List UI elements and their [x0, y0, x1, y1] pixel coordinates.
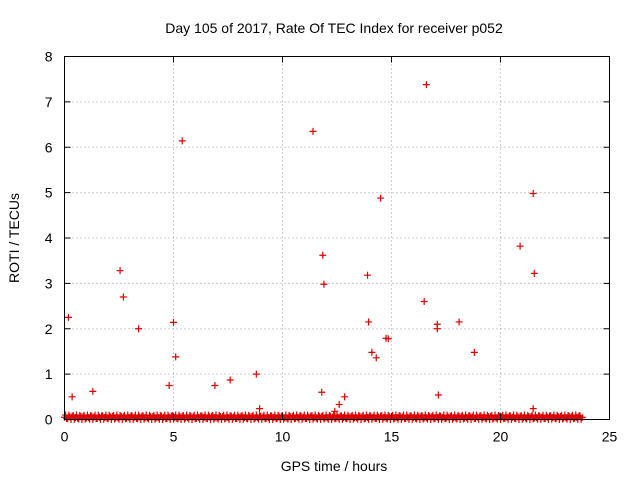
data-point [516, 242, 524, 250]
y-tick-label: 2 [45, 321, 53, 337]
y-tick-label: 0 [45, 412, 53, 428]
y-tick-label: 8 [45, 49, 53, 65]
data-point [529, 405, 537, 413]
y-tick-label: 5 [45, 185, 53, 201]
data-point [530, 269, 538, 277]
data-point [318, 388, 326, 396]
data-point [116, 267, 124, 275]
data-point [377, 194, 385, 202]
data-point [256, 405, 264, 413]
data-point [211, 381, 219, 389]
x-tick-label: 15 [384, 429, 400, 445]
data-point [170, 318, 177, 326]
data-point [368, 348, 376, 356]
data-point [341, 393, 349, 401]
chart-title: Day 105 of 2017, Rate Of TEC Index for r… [165, 20, 503, 36]
data-point [331, 407, 339, 415]
data-point [89, 387, 97, 395]
x-tick-label: 20 [493, 429, 509, 445]
data-point [319, 251, 327, 259]
data-point [226, 376, 234, 384]
data-point [68, 393, 76, 401]
y-tick-label: 1 [45, 366, 53, 382]
x-tick-label: 5 [170, 429, 178, 445]
x-tick-label: 10 [275, 429, 291, 445]
data-point [252, 370, 260, 378]
data-point [365, 318, 373, 326]
y-axis-label: ROTI / TECUs [6, 193, 22, 283]
data-point [64, 313, 72, 321]
data-point [372, 354, 380, 362]
data-point [455, 318, 463, 326]
data-point [529, 190, 537, 198]
data-point [433, 325, 441, 333]
data-point [165, 381, 173, 389]
data-point [470, 348, 478, 356]
y-tick-label: 7 [45, 94, 53, 110]
x-tick-label: 0 [61, 429, 69, 445]
data-point [422, 81, 430, 89]
data-point [135, 325, 143, 333]
x-tick-label: 25 [602, 429, 618, 445]
data-point [384, 335, 392, 343]
grid [64, 56, 610, 420]
data-point [320, 280, 328, 288]
axis-ticks: 0 5 10 15 20 25 0 1 2 3 4 5 6 7 8 [45, 49, 618, 445]
data-point [335, 401, 343, 409]
data-point [119, 293, 127, 301]
data-point [434, 391, 442, 399]
y-tick-label: 4 [45, 230, 53, 246]
data-points [64, 81, 538, 415]
data-point [364, 271, 372, 279]
x-axis-label: GPS time / hours [281, 458, 388, 474]
data-point [309, 127, 317, 135]
data-point [178, 137, 186, 145]
baseline-band [61, 411, 586, 423]
data-point [420, 298, 428, 306]
y-tick-label: 3 [45, 275, 53, 291]
y-tick-label: 6 [45, 139, 53, 155]
data-point [172, 353, 180, 361]
